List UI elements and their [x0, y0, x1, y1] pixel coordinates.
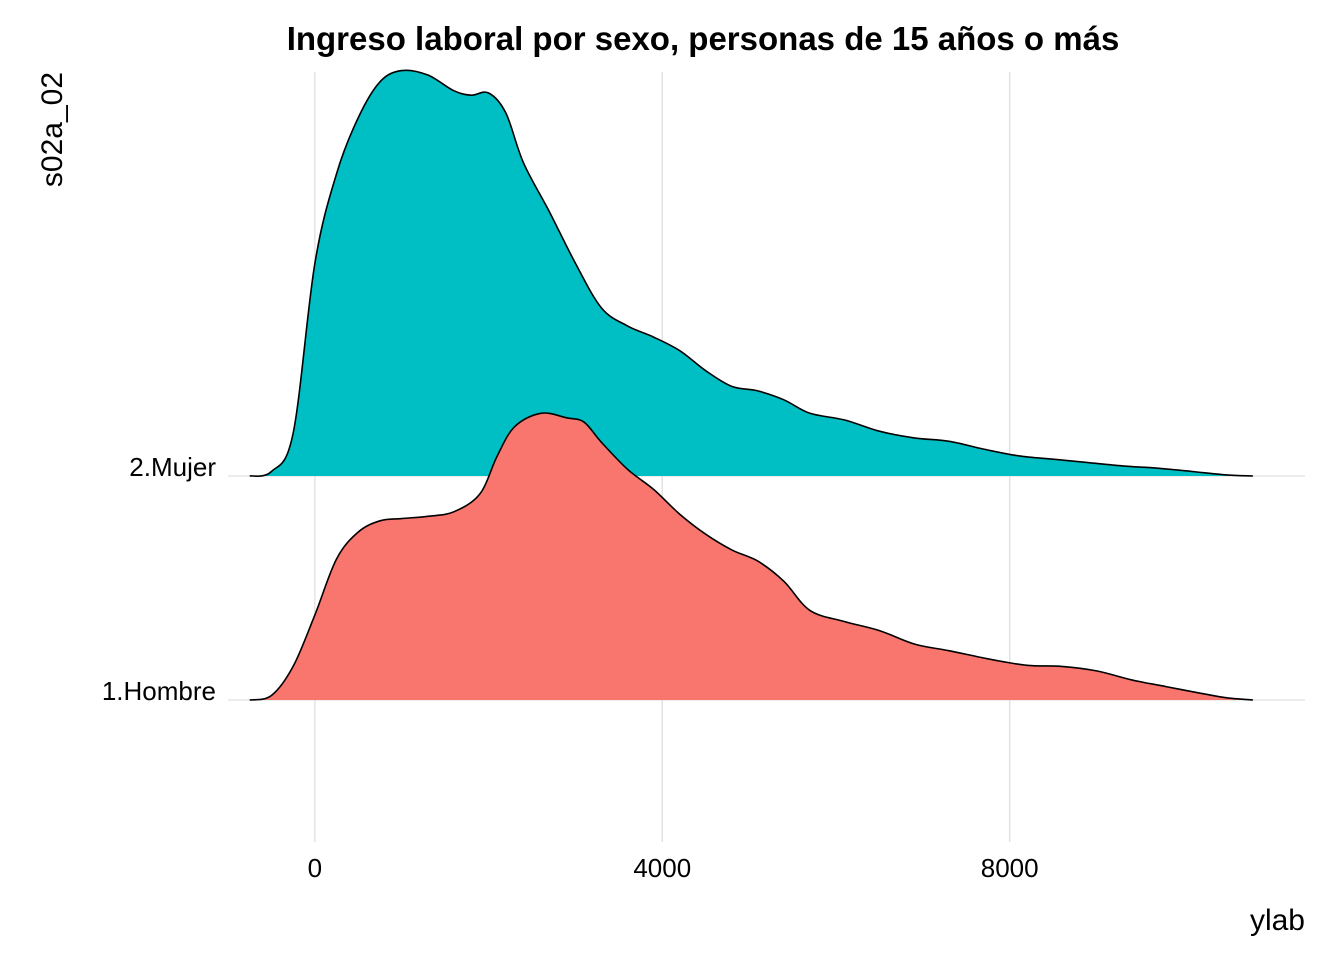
ridge-outline [249, 412, 1253, 701]
axis-labels: 0 4000 8000 1.Hombre 2.Mujer [102, 452, 1039, 883]
x-tick-label: 0 [308, 853, 322, 883]
ridge-outline [249, 69, 1253, 477]
ridge-area-1-hombre [249, 412, 1253, 700]
y-axis-title: s02a_02 [36, 72, 69, 187]
x-tick-label: 8000 [981, 853, 1039, 883]
x-tick-label: 4000 [633, 853, 691, 883]
category-label: 1.Hombre [102, 676, 216, 706]
category-label: 2.Mujer [129, 452, 216, 482]
x-axis-title: ylab [1250, 904, 1305, 937]
density-ridges [249, 69, 1253, 701]
ridge-area-2-mujer [249, 70, 1253, 477]
chart-title: Ingreso laboral por sexo, personas de 15… [287, 20, 1120, 57]
